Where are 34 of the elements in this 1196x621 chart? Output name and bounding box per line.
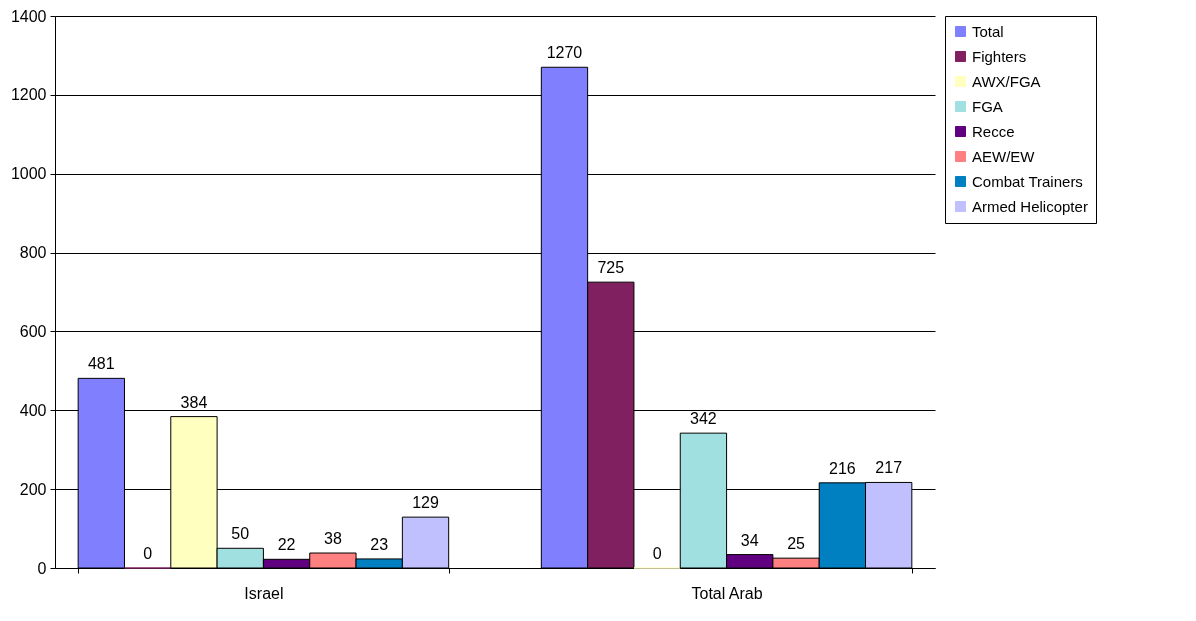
y-tick-label: 1000 [10, 165, 47, 183]
data-label: 342 [690, 410, 717, 428]
y-tick-label: 400 [19, 401, 47, 419]
legend-label: Fighters [972, 47, 1027, 65]
data-label: 725 [597, 259, 625, 277]
legend-label: AEW/EW [972, 147, 1036, 165]
y-tick-label: 200 [19, 480, 47, 498]
data-label: 217 [875, 459, 903, 477]
legend-label: Armed Helicopter [972, 197, 1088, 215]
y-tick-label: 1400 [10, 7, 47, 25]
data-label: 38 [324, 530, 342, 548]
data-label: 50 [231, 525, 250, 543]
data-label: 0 [143, 545, 153, 562]
data-label: 1270 [546, 44, 583, 62]
data-label: 0 [652, 545, 662, 562]
legend-label: FGA [972, 97, 1003, 115]
y-tick-label: 0 [37, 559, 47, 577]
y-tick-label: 800 [19, 244, 47, 262]
data-label: 25 [787, 535, 806, 553]
data-label: 23 [370, 535, 389, 553]
legend-label: Total [972, 22, 1004, 40]
data-label: 216 [829, 459, 856, 477]
y-tick-label: 600 [19, 322, 47, 340]
data-label: 34 [740, 531, 759, 549]
y-tick-label: 1200 [10, 86, 47, 104]
x-tick-label: Total Arab [691, 584, 763, 602]
legend-label: AWX/FGA [972, 72, 1041, 90]
data-label: 384 [180, 393, 208, 411]
data-label: 22 [277, 536, 296, 554]
legend-label: Recce [972, 122, 1015, 140]
legend-label: Combat Trainers [972, 172, 1083, 190]
data-label: 129 [412, 494, 439, 512]
x-tick-label: Israel [244, 584, 284, 602]
data-label: 481 [87, 355, 115, 373]
